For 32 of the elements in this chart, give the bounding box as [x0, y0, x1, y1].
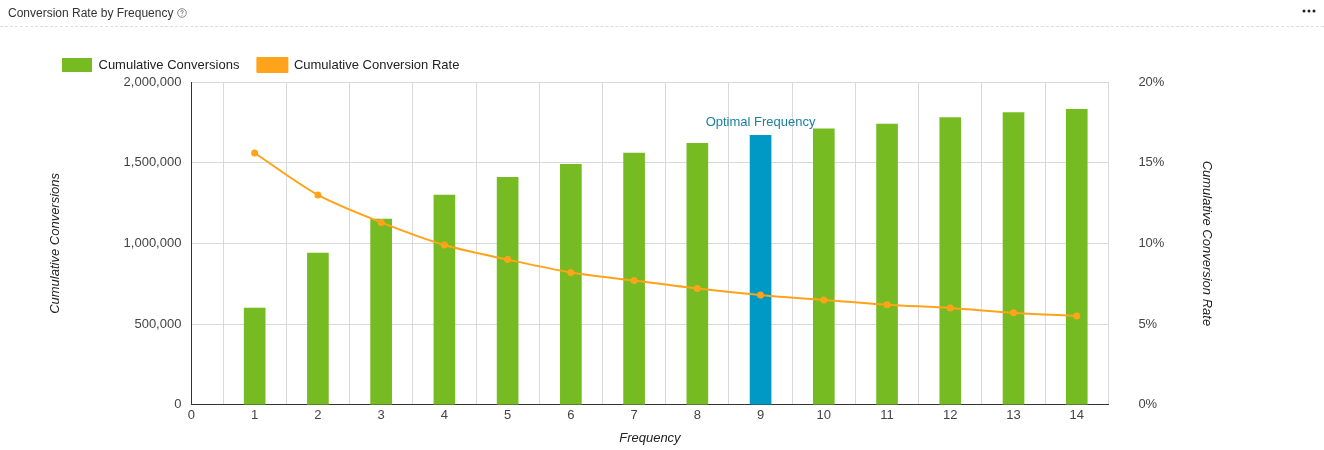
x-tick-label: 0	[187, 407, 196, 423]
text: Conversion Rate by Frequency	[8, 6, 174, 20]
y2-tick-label: 20%	[1138, 73, 1165, 89]
x-tick-label: 7	[630, 407, 638, 423]
x-tick-label: 11	[880, 407, 894, 423]
legend-label: Cumulative Conversion Rate	[293, 56, 460, 72]
legend-label: Cumulative Conversions	[98, 56, 240, 72]
y2-tick-label: 0%	[1138, 396, 1158, 412]
x-tick-label: 9	[756, 407, 765, 423]
y2-tick-label: 5%	[1138, 315, 1158, 331]
x-tick-label: 13	[1006, 407, 1021, 423]
x-tick-label: 10	[816, 407, 832, 423]
x-tick-label: 2	[314, 407, 322, 423]
x-tick-label: 3	[377, 407, 385, 423]
y2-tick-label: 10%	[1138, 234, 1165, 250]
y2-tick-label: 15%	[1138, 154, 1165, 170]
x-tick-label: 6	[567, 407, 575, 423]
x-axis-title: Frequency	[619, 429, 683, 445]
annotation: Optimal Frequency	[705, 114, 816, 130]
x-tick-label: 12	[943, 407, 958, 423]
x-tick-label: 14	[1069, 407, 1084, 423]
y-tick-label: 2,000,000	[123, 73, 182, 89]
y-tick-label: 1,000,000	[123, 234, 182, 250]
y-axis-title: Cumulative Conversions	[47, 172, 63, 314]
x-tick-label: 4	[440, 407, 448, 423]
y2-axis-title: Cumulative Conversion Rate	[1199, 160, 1215, 327]
x-tick-label: 5	[504, 407, 512, 423]
x-tick-label: 8	[693, 407, 701, 423]
y-tick-label: 0	[174, 396, 182, 412]
y-tick-label: 500,000	[134, 315, 182, 331]
y-tick-label: 1,500,000	[123, 154, 182, 170]
x-tick-label: 1	[251, 407, 259, 423]
